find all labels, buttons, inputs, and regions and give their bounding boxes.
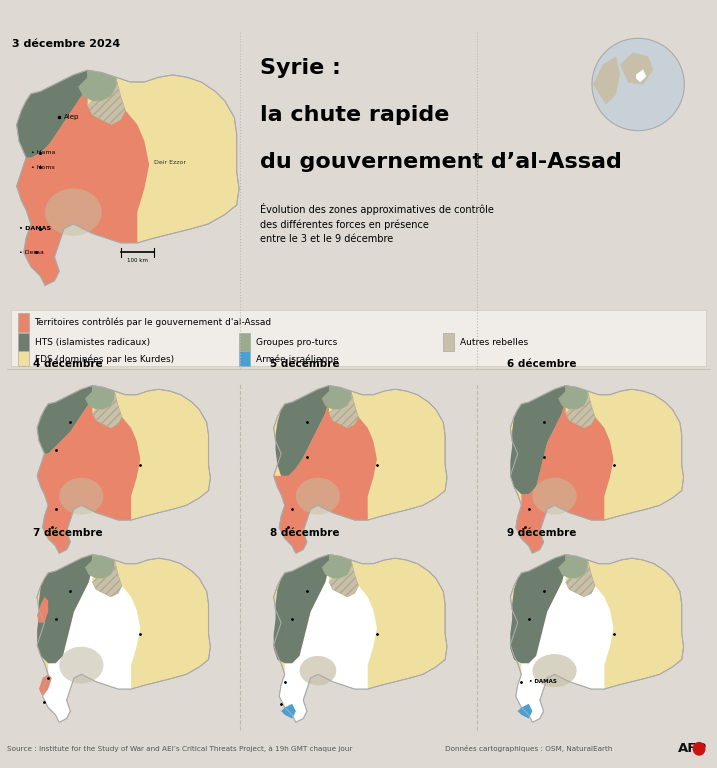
Polygon shape <box>37 399 141 553</box>
Polygon shape <box>329 391 358 428</box>
Polygon shape <box>78 70 116 101</box>
Polygon shape <box>329 560 358 597</box>
FancyBboxPatch shape <box>11 310 706 366</box>
Polygon shape <box>533 654 576 687</box>
Polygon shape <box>274 554 329 664</box>
Text: Armée israélienne: Armée israélienne <box>256 355 338 363</box>
Bar <box>18 333 29 352</box>
Polygon shape <box>60 647 103 684</box>
Text: 6 décembre: 6 décembre <box>507 359 576 369</box>
Text: 3 décembre 2024: 3 décembre 2024 <box>12 39 120 49</box>
Polygon shape <box>16 70 87 157</box>
Polygon shape <box>559 554 588 578</box>
Polygon shape <box>42 568 141 722</box>
Polygon shape <box>566 391 595 428</box>
Polygon shape <box>300 656 336 685</box>
Text: • DAMAS: • DAMAS <box>528 679 556 684</box>
Polygon shape <box>511 386 683 553</box>
Text: Alep: Alep <box>64 114 80 121</box>
Polygon shape <box>37 554 210 722</box>
Text: • DAMAS: • DAMAS <box>19 227 51 231</box>
Text: Autres rebelles: Autres rebelles <box>460 338 528 346</box>
Polygon shape <box>511 386 566 495</box>
Text: HTS (islamistes radicaux): HTS (islamistes radicaux) <box>34 338 150 346</box>
Polygon shape <box>593 56 620 104</box>
Polygon shape <box>37 386 92 454</box>
Polygon shape <box>511 554 683 722</box>
Polygon shape <box>60 478 103 515</box>
Polygon shape <box>516 568 614 722</box>
Polygon shape <box>511 554 566 664</box>
Polygon shape <box>85 386 115 409</box>
Text: Source : Institute for the Study of War and AEI’s Critical Threats Project, à 19: Source : Institute for the Study of War … <box>7 746 353 752</box>
Polygon shape <box>92 560 122 597</box>
Polygon shape <box>516 399 614 553</box>
Polygon shape <box>274 386 447 553</box>
Text: Données cartographiques : OSM, NaturalEarth: Données cartographiques : OSM, NaturalEa… <box>445 745 612 753</box>
Text: Évolution des zones approximatives de contrôle
des différentes forces en présenc: Évolution des zones approximatives de co… <box>260 204 494 244</box>
Text: 9 décembre: 9 décembre <box>507 528 576 538</box>
Polygon shape <box>37 554 92 664</box>
Polygon shape <box>37 386 210 553</box>
Polygon shape <box>296 478 340 515</box>
Bar <box>239 333 250 352</box>
Polygon shape <box>275 386 329 476</box>
Polygon shape <box>559 386 588 409</box>
Bar <box>18 313 29 332</box>
Text: • Homs: • Homs <box>31 164 54 170</box>
Polygon shape <box>636 69 646 82</box>
Text: 8 décembre: 8 décembre <box>270 528 340 538</box>
Text: du gouvernement d’al-Assad: du gouvernement d’al-Assad <box>260 152 622 172</box>
Polygon shape <box>279 568 377 722</box>
Polygon shape <box>322 554 351 578</box>
Text: 7 décembre: 7 décembre <box>34 528 103 538</box>
Polygon shape <box>533 478 576 515</box>
Text: 5 décembre: 5 décembre <box>270 359 340 369</box>
Text: 4 décembre: 4 décembre <box>34 359 103 369</box>
Polygon shape <box>92 391 122 428</box>
Text: Groupes pro-turcs: Groupes pro-turcs <box>256 338 337 346</box>
Polygon shape <box>322 386 351 409</box>
Polygon shape <box>274 554 447 722</box>
Polygon shape <box>281 703 296 719</box>
Circle shape <box>592 38 684 131</box>
Polygon shape <box>620 52 653 84</box>
Polygon shape <box>37 597 48 623</box>
Polygon shape <box>518 703 533 719</box>
Text: AFP: AFP <box>678 743 707 755</box>
Polygon shape <box>39 674 52 697</box>
Text: Territoires contrôlés par le gouvernement d'al-Assad: Territoires contrôlés par le gouvernemen… <box>34 318 272 327</box>
Text: Deir Ezzor: Deir Ezzor <box>154 160 186 165</box>
Text: 100 km: 100 km <box>127 258 148 263</box>
Polygon shape <box>566 560 595 597</box>
Bar <box>443 333 454 352</box>
Polygon shape <box>16 70 239 286</box>
Text: Syrie :: Syrie : <box>260 58 341 78</box>
Text: • Hama: • Hama <box>31 151 55 155</box>
Bar <box>239 350 250 366</box>
Polygon shape <box>274 399 377 553</box>
Polygon shape <box>45 188 102 236</box>
Polygon shape <box>85 554 115 578</box>
Polygon shape <box>16 87 149 286</box>
Polygon shape <box>87 78 125 124</box>
Bar <box>18 350 29 366</box>
Text: FDS (dominées par les Kurdes): FDS (dominées par les Kurdes) <box>34 354 174 364</box>
Text: • Deraa: • Deraa <box>19 250 44 255</box>
Text: la chute rapide: la chute rapide <box>260 105 450 125</box>
